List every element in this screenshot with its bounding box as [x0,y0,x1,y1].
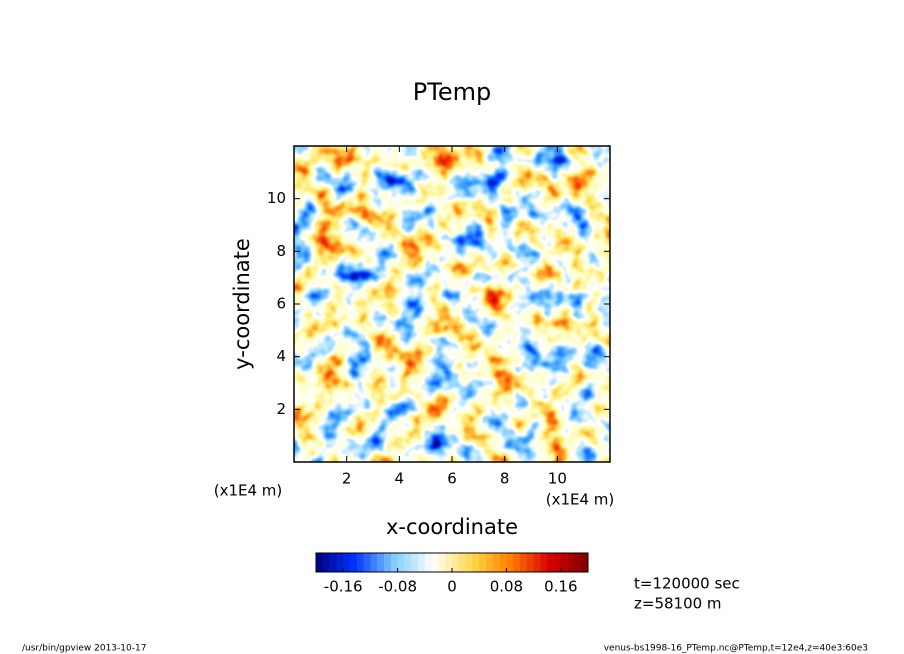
colorbar-cell [465,553,473,572]
colorbar-cell [486,553,494,572]
y-unit: (x1E4 m) [214,482,283,500]
x-tick-label: 4 [395,470,405,488]
colorbar-cell [404,553,412,572]
footer-left: /usr/bin/gpview 2013-10-17 [22,644,146,654]
colorbar-cell [581,553,589,572]
colorbar-cell [431,553,439,572]
x-tick-label: 2 [342,470,352,488]
y-tick-label: 10 [267,189,286,207]
x-unit: (x1E4 m) [546,491,615,509]
colorbar-cell [356,553,364,572]
colorbar-cell [540,553,548,572]
colorbar-cell [350,553,358,572]
colorbar-cell [343,553,351,572]
x-tick-label: 10 [548,470,567,488]
colorbar-cell [390,553,398,572]
colorbar-cell [424,553,432,572]
colorbar-cell [377,553,385,572]
y-tick-label: 2 [276,400,286,418]
colorbar-cell [445,553,453,572]
colorbar-cell [574,553,582,572]
colorbar-cell [506,553,514,572]
colorbar-cell [336,553,344,572]
colorbar-cell [329,553,337,572]
x-tick-label: 8 [500,470,510,488]
footer-right: venus-bs1998-16_PTemp.nc@PTemp,t=12e4,z=… [604,644,868,654]
colorbar-cell [547,553,555,572]
colorbar-tick-label: 0 [447,578,457,596]
chart-title: PTemp [413,78,491,106]
annotation: z=58100 m [634,595,722,613]
colorbar-cell [452,553,460,572]
field-fill [294,146,610,462]
colorbar-cell [418,553,426,572]
colorbar-cell [499,553,507,572]
annotation: t=120000 sec [634,575,740,593]
colorbar-cell [322,553,330,572]
colorbar-cell [533,553,541,572]
field [294,146,610,462]
colorbar-cell [567,553,575,572]
colorbar-cell [363,553,371,572]
colorbar-cell [479,553,487,572]
y-tick-label: 6 [276,295,286,313]
y-tick-label: 4 [276,347,286,365]
colorbar-cell [384,553,392,572]
colorbar-cell [554,553,562,572]
colorbar-tick-label: -0.16 [324,578,363,596]
colorbar-cell [411,553,419,572]
colorbar-cell [397,553,405,572]
colorbar-cell [458,553,466,572]
colorbar-cell [370,553,378,572]
colorbar-cell [520,553,528,572]
colorbar-cell [560,553,568,572]
colorbar-tick-label: -0.08 [378,578,417,596]
colorbar-cell [438,553,446,572]
colorbar-tick-label: 0.08 [490,578,523,596]
colorbar-tick-label: 0.16 [544,578,577,596]
colorbar-cell [526,553,534,572]
colorbar-cell [492,553,500,572]
y-tick-label: 8 [276,242,286,260]
colorbar-cell [316,553,324,572]
x-axis-label: x-coordinate [386,515,518,539]
colorbar-cell [513,553,521,572]
x-tick-label: 6 [447,470,457,488]
colorbar-cell [472,553,480,572]
y-axis-label: y-coordinate [230,238,254,370]
